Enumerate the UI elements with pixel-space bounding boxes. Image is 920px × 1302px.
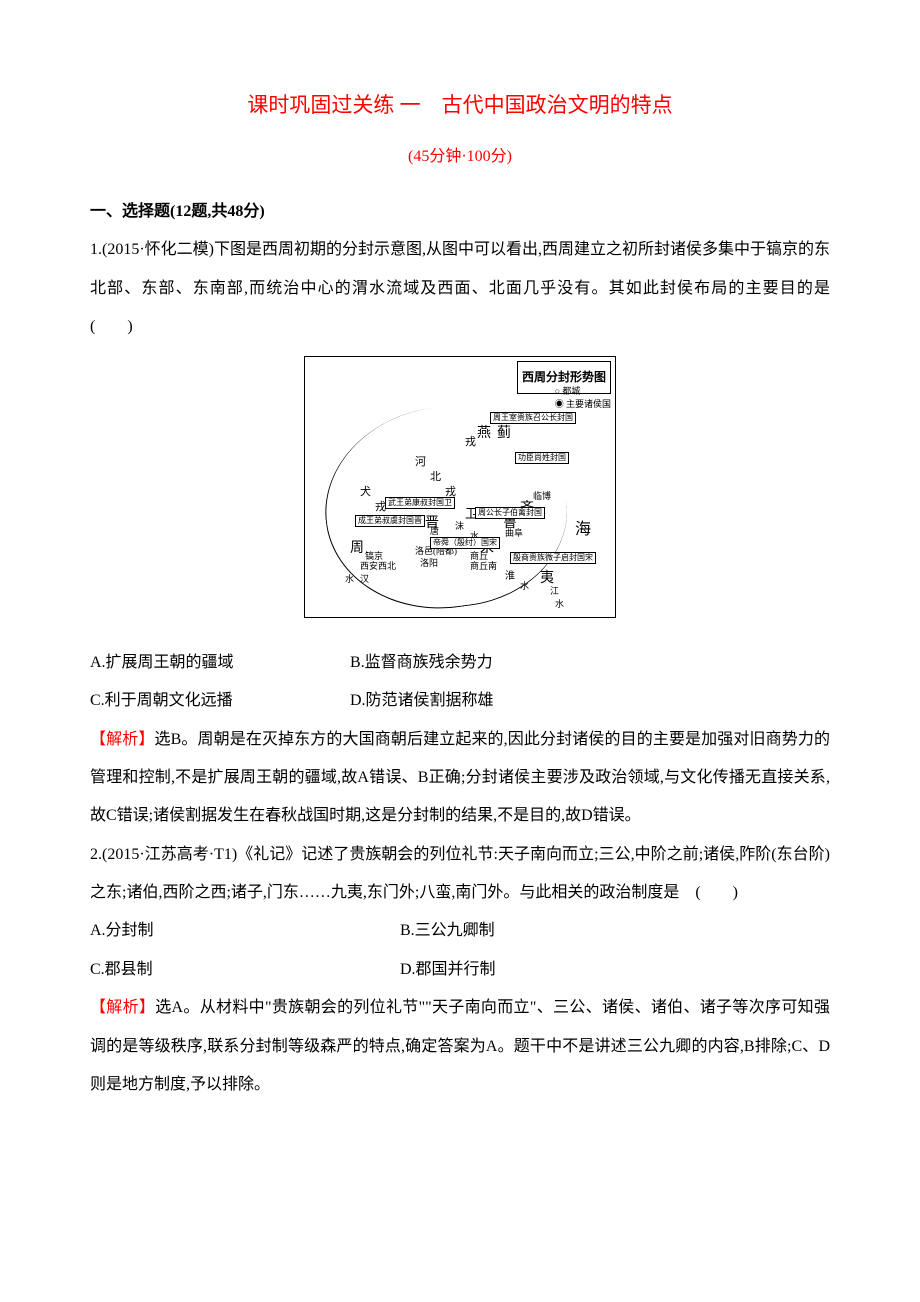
q2-options: A.分封制 B.三公九卿制 C.郡县制 D.郡国并行制 (90, 912, 830, 989)
label-he: 河 (415, 457, 426, 468)
label-ji: 蓟 (497, 427, 511, 441)
label-tang: 唐 (430, 527, 439, 536)
label-shui4: 水 (555, 600, 564, 609)
box-2: 功臣尚姓封国 (515, 452, 569, 464)
label-yi: 夷 (540, 572, 554, 586)
box-6: 帝舜（殷纣）国宋 (430, 537, 500, 549)
label-rong1: 戎 (465, 437, 476, 448)
box-1: 周王室贵族召公长封国 (490, 412, 576, 424)
q2-analysis-text: 选A。从材料中"贵族朝会的列位礼节""天子南向而立"、三公、诸侯、诸伯、诸子等次… (90, 999, 830, 1093)
q2-stem: 2.(2015·江苏高考·T1)《礼记》记述了贵族朝会的列位礼节:天子南向而立;… (90, 836, 830, 913)
q1-opt-d: D.防范诸侯割据称雄 (350, 682, 494, 720)
legend-capital: ○ 都城 (555, 385, 611, 398)
box-3: 武王弟康叔封国卫 (385, 497, 455, 509)
q1-options: A.扩展周王朝的疆域 B.监督商族残余势力 C.利于周朝文化远播 D.防范诸侯割… (90, 644, 830, 721)
q2-opt-b: B.三公九卿制 (400, 912, 495, 950)
figure-map: 西周分封形势图 ○ 都城 ◉ 主要诸侯国 燕 蓟 戎 河 北 戎 犬 戎 晋 卫… (90, 356, 830, 633)
analysis-label-2: 【解析】 (90, 999, 155, 1016)
q2-opt-a: A.分封制 (90, 912, 400, 950)
label-shangqiunan: 商丘南 (470, 562, 497, 571)
box-4: 周公长子伯禽封国 (475, 507, 545, 519)
q1-opt-a: A.扩展周王朝的疆域 (90, 644, 350, 682)
label-xian: 西安西北 (360, 562, 396, 571)
map-container: 西周分封形势图 ○ 都城 ◉ 主要诸侯国 燕 蓟 戎 河 北 戎 犬 戎 晋 卫… (304, 356, 616, 618)
label-hai: 海 (575, 522, 591, 538)
q1-stem: 1.(2015·怀化二模)下图是西周初期的分封示意图,从图中可以看出,西周建立之… (90, 231, 830, 346)
label-shangqiu: 商丘 (470, 552, 488, 561)
label-haojing: 镐京 (365, 552, 383, 561)
section-heading: 一、选择题(12题,共48分) (90, 193, 830, 231)
box-5: 成王弟叔虞封国晋 (355, 515, 425, 527)
label-yan: 燕 (477, 427, 491, 441)
label-jiang: 江 (550, 587, 559, 596)
q1-analysis: 【解析】选B。周朝是在灭掉东方的大国商朝后建立起来的,因此分封诸侯的目的主要是加… (90, 721, 830, 836)
label-qufu: 曲阜 (505, 529, 523, 538)
label-han: 汉 (360, 575, 369, 584)
box-7: 殷商贵族微子启封国宋 (510, 552, 596, 564)
label-shui3: 水 (520, 582, 529, 591)
q1-analysis-text: 选B。周朝是在灭掉东方的大国商朝后建立起来的,因此分封诸侯的目的主要是加强对旧商… (90, 731, 830, 825)
page-subtitle: (45分钟·100分) (90, 138, 830, 176)
label-shui2: 水 (345, 575, 354, 584)
label-quan: 犬 (360, 487, 371, 498)
label-zhou: 周 (350, 542, 364, 556)
label-mo: 沫 (455, 522, 464, 531)
label-bei: 北 (430, 472, 441, 483)
label-linbo: 临博 (533, 492, 551, 501)
map-legend: ○ 都城 ◉ 主要诸侯国 (555, 385, 611, 410)
page-title: 课时巩固过关练 一 古代中国政治文明的特点 (90, 80, 830, 130)
label-luoyang: 洛阳 (420, 559, 438, 568)
legend-state: ◉ 主要诸侯国 (555, 398, 611, 411)
q1-opt-b: B.监督商族残余势力 (350, 644, 493, 682)
q2-analysis: 【解析】选A。从材料中"贵族朝会的列位礼节""天子南向而立"、三公、诸侯、诸伯、… (90, 989, 830, 1104)
q1-opt-c: C.利于周朝文化远播 (90, 682, 350, 720)
analysis-label: 【解析】 (90, 731, 154, 748)
q2-opt-d: D.郡国并行制 (400, 951, 496, 989)
label-huai: 淮 (505, 572, 515, 582)
q2-opt-c: C.郡县制 (90, 951, 400, 989)
